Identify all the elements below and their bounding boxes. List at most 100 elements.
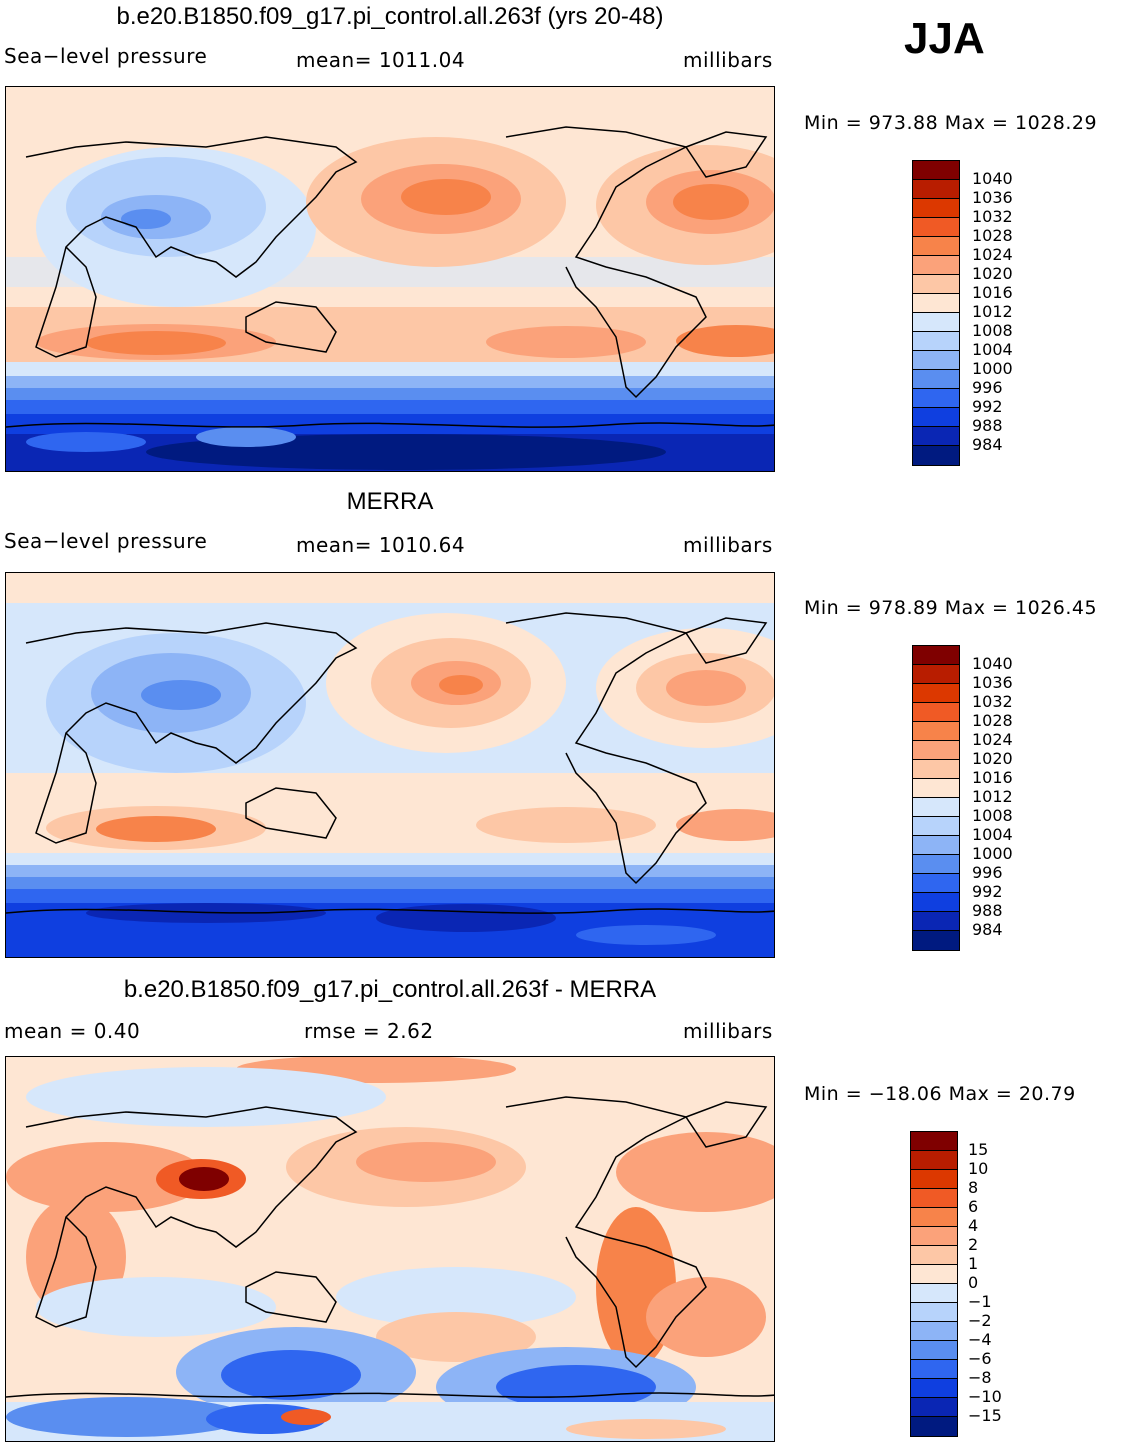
panel3-minmax: Min = −18.06 Max = 20.79: [804, 1083, 1076, 1105]
panel3-colorbar-tick-label: 8: [968, 1178, 979, 1197]
panel1-colorbar-tick-label: 1040: [972, 169, 1013, 188]
panel3-colorbar-tick-label: −2: [968, 1311, 992, 1330]
panel3-colorbar-segment: [911, 1303, 957, 1322]
panel2-colorbar-tick-label: 1020: [972, 749, 1013, 768]
panel1-colorbar-tick-label: 988: [972, 416, 1003, 435]
panel3-colorbar-segment: [911, 1265, 957, 1284]
panel1-colorbar-tick-label: 1004: [972, 340, 1013, 359]
panel2-title: MERRA: [346, 488, 434, 515]
panel1-colorbar-segment: [913, 180, 959, 199]
panel3-map: [5, 1056, 775, 1442]
panel1-colorbar-tick-label: 1032: [972, 207, 1013, 226]
panel3-colorbar-segment: [911, 1341, 957, 1360]
panel1-colorbar-tick-label: 1028: [972, 226, 1013, 245]
panel1-left-label: Sea−level pressure: [4, 44, 208, 68]
panel3-colorbar-segment: [911, 1132, 957, 1151]
panel3-colorbar-tick-label: −15: [968, 1406, 1002, 1425]
panel1-minmax: Min = 973.88 Max = 1028.29: [804, 112, 1098, 134]
panel3-colorbar-tick-label: −10: [968, 1387, 1002, 1406]
panel2-colorbar-tick-label: 988: [972, 901, 1003, 920]
panel2-colorbar-tick-label: 984: [972, 920, 1003, 939]
panel2-colorbar: [912, 645, 960, 951]
panel3-right-label: millibars: [683, 1019, 773, 1043]
panel1-colorbar-tick-label: 1036: [972, 188, 1013, 207]
panel1-colorbar-segment: [913, 370, 959, 389]
panel3-colorbar-segment: [911, 1322, 957, 1341]
panel3-colorbar-tick-label: 0: [968, 1273, 979, 1292]
panel3-colorbar-segment: [911, 1398, 957, 1417]
panel1-colorbar-segment: [913, 294, 959, 313]
panel2-colorbar-segment: [913, 874, 959, 893]
panel3-colorbar-segment: [911, 1360, 957, 1379]
panel1-colorbar-segment: [913, 275, 959, 294]
panel2-colorbar-tick-label: 1000: [972, 844, 1013, 863]
panel3-title: b.e20.B1850.f09_g17.pi_control.all.263f …: [123, 976, 657, 1003]
panel1-colorbar-segment: [913, 408, 959, 427]
panel3-colorbar-segment: [911, 1227, 957, 1246]
panel1-right-label: millibars: [683, 48, 773, 72]
panel1-colorbar-tick-label: 984: [972, 435, 1003, 454]
panel3-colorbar-tick-label: −4: [968, 1330, 992, 1349]
panel2-left-label: Sea−level pressure: [4, 529, 208, 553]
panel2-colorbar-tick-label: 1032: [972, 692, 1013, 711]
panel3-colorbar-segment: [911, 1170, 957, 1189]
season-label: JJA: [904, 14, 985, 63]
panel1-colorbar-segment: [913, 161, 959, 180]
panel1-title: b.e20.B1850.f09_g17.pi_control.all.263f …: [116, 3, 664, 30]
panel2-colorbar-tick-label: 1004: [972, 825, 1013, 844]
panel3-colorbar-tick-label: 2: [968, 1235, 979, 1254]
panel2-colorbar-segment: [913, 817, 959, 836]
panel3-colorbar-tick-label: −1: [968, 1292, 992, 1311]
panel1-colorbar-tick-label: 1000: [972, 359, 1013, 378]
panel2-colorbar-segment: [913, 722, 959, 741]
panel3-colorbar-tick-label: 10: [968, 1159, 989, 1178]
panel2-colorbar-tick-label: 1012: [972, 787, 1013, 806]
panel2-colorbar-segment: [913, 779, 959, 798]
panel1-center-label: mean= 1011.04: [296, 48, 466, 72]
panel1-colorbar-tick-label: 1020: [972, 264, 1013, 283]
panel2-colorbar-tick-label: 992: [972, 882, 1003, 901]
panel1-colorbar-segment: [913, 427, 959, 446]
panel2-colorbar-tick-label: 1008: [972, 806, 1013, 825]
panel2-colorbar-segment: [913, 855, 959, 874]
panel1-colorbar-tick-label: 1024: [972, 245, 1013, 264]
panel2-colorbar-segment: [913, 665, 959, 684]
panel2-colorbar-segment: [913, 931, 959, 950]
panel2-colorbar-tick-label: 996: [972, 863, 1003, 882]
panel3-colorbar-segment: [911, 1208, 957, 1227]
panel3-left-label: mean = 0.40: [4, 1019, 141, 1043]
panel2-colorbar-segment: [913, 798, 959, 817]
panel1-colorbar-tick-label: 992: [972, 397, 1003, 416]
panel1-colorbar-tick-label: 1008: [972, 321, 1013, 340]
panel2-colorbar-tick-label: 1024: [972, 730, 1013, 749]
panel1-colorbar-segment: [913, 332, 959, 351]
panel3-colorbar-tick-label: −8: [968, 1368, 992, 1387]
panel3-colorbar: [910, 1131, 958, 1437]
panel1-colorbar-tick-label: 1016: [972, 283, 1013, 302]
panel2-colorbar-segment: [913, 760, 959, 779]
panel3-colorbar-tick-label: 6: [968, 1197, 979, 1216]
panel1-map: [5, 86, 775, 472]
panel2-colorbar-tick-label: 1040: [972, 654, 1013, 673]
panel2-center-label: mean= 1010.64: [296, 533, 466, 557]
panel3-colorbar-tick-label: −6: [968, 1349, 992, 1368]
panel2-map: [5, 572, 775, 958]
panel2-minmax: Min = 978.89 Max = 1026.45: [804, 597, 1098, 619]
panel1-colorbar-segment: [913, 256, 959, 275]
panel2-colorbar-segment: [913, 836, 959, 855]
panel1-colorbar-segment: [913, 446, 959, 465]
panel3-colorbar-segment: [911, 1417, 957, 1436]
panel1-colorbar-segment: [913, 389, 959, 408]
panel1-colorbar: [912, 160, 960, 466]
panel3-colorbar-tick-label: 1: [968, 1254, 979, 1273]
panel1-colorbar-segment: [913, 218, 959, 237]
panel1-colorbar-segment: [913, 199, 959, 218]
panel3-center-label: rmse = 2.62: [304, 1019, 434, 1043]
panel1-colorbar-tick-label: 996: [972, 378, 1003, 397]
panel2-colorbar-segment: [913, 703, 959, 722]
panel1-colorbar-tick-label: 1012: [972, 302, 1013, 321]
panel1-colorbar-segment: [913, 351, 959, 370]
panel2-colorbar-segment: [913, 912, 959, 931]
panel2-colorbar-segment: [913, 684, 959, 703]
panel3-colorbar-segment: [911, 1379, 957, 1398]
